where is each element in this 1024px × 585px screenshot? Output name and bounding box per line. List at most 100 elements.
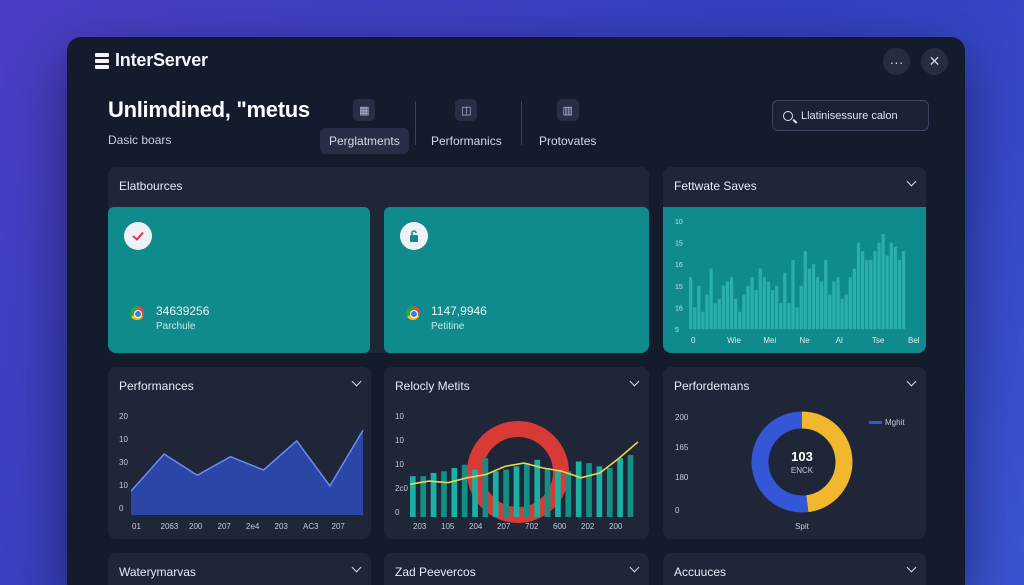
y-tick-label: 15 — [675, 284, 683, 291]
columns-icon: ▥ — [556, 99, 579, 121]
bar — [721, 285, 726, 329]
bar — [596, 466, 603, 517]
tab-perglatments[interactable]: ▦ Perglatments — [320, 99, 409, 154]
bar — [869, 259, 873, 329]
y-tick-label: 0 — [119, 504, 124, 513]
bar — [544, 468, 551, 517]
page-header: Unlimdined, "metus Dasic boars — [108, 97, 310, 147]
bar — [840, 298, 844, 329]
velocity-chart: 10 10 10 2c0 0 203 105 204 207 702 600 202 200 — [395, 412, 639, 531]
velocity-panel: Relocly Metits 10 10 10 2c0 0 203 105 204 207 702… — [384, 367, 649, 539]
x-tick-label: 200 — [189, 522, 203, 531]
performances-panel: Performances 20 10 30 10 0 01 2063 200 207 2e4 203… — [108, 367, 371, 539]
bar — [860, 251, 865, 329]
bar — [606, 468, 613, 517]
app-logo[interactable]: InterServer — [95, 50, 208, 71]
chevron-down-icon[interactable] — [907, 564, 916, 573]
x-tick-label: 2063 — [161, 522, 179, 531]
line-series — [130, 429, 364, 492]
x-tick-label: 207 — [332, 522, 346, 531]
app-name: InterServer — [115, 50, 208, 70]
resources-panel: Elatbources 34639256 Parchule 1147,9946 … — [108, 167, 649, 353]
y-tick-label: 0 — [675, 506, 680, 515]
bar — [697, 285, 701, 329]
feature-saves-chart: 10 15 16 15 16 5 0 Wie Mei Ne Al Tse Bel — [675, 219, 920, 345]
bar — [738, 311, 742, 329]
bar — [617, 458, 623, 517]
legend-swatch — [869, 421, 882, 424]
bar — [513, 466, 520, 517]
panel-title: Fettwate Saves — [674, 179, 757, 193]
browser-icon — [130, 306, 144, 320]
bar — [693, 307, 697, 329]
divider — [521, 101, 522, 145]
bar — [750, 277, 754, 329]
bar — [799, 285, 803, 329]
bar — [901, 251, 906, 329]
panel-title: Relocly Metits — [395, 379, 470, 393]
bar — [897, 259, 902, 329]
more-options-button[interactable]: ··· — [883, 48, 910, 75]
x-tick-label: 204 — [469, 522, 483, 531]
bar — [758, 268, 762, 329]
resource-card[interactable]: 34639256 Parchule — [108, 207, 370, 353]
page-title: Unlimdined, "metus — [108, 97, 310, 122]
lock-icon — [400, 222, 428, 250]
bar — [873, 251, 877, 329]
bar — [746, 285, 750, 329]
y-tick-label: 10 — [395, 460, 404, 469]
bar — [865, 259, 869, 329]
x-tick-label: 207 — [218, 522, 232, 531]
bar — [729, 277, 734, 329]
bar — [575, 461, 582, 517]
bar — [820, 281, 824, 329]
bar — [534, 459, 541, 517]
bar — [807, 268, 812, 329]
bar — [701, 311, 705, 329]
x-tick-label: 0 — [691, 336, 696, 345]
donut-subtitle: ENCK — [791, 466, 814, 475]
bar — [565, 471, 572, 517]
y-tick-label: 200 — [675, 413, 689, 422]
chevron-down-icon[interactable] — [907, 178, 916, 187]
title-bar: InterServer ··· ✕ — [67, 37, 965, 85]
chevron-down-icon[interactable] — [352, 564, 361, 573]
divider — [415, 101, 416, 145]
search-field[interactable]: Llatinisessure calon — [772, 100, 929, 131]
resource-card[interactable]: 1147,9946 Petitine — [384, 207, 649, 353]
feature-saves-chart-area: 10 15 16 15 16 5 0 Wie Mei Ne Al Tse Bel — [663, 207, 926, 353]
tab-performanics[interactable]: ◫ Performanics — [431, 99, 502, 148]
performances-chart: 20 10 30 10 0 01 2063 200 207 2e4 203 AC3 207 — [119, 412, 364, 531]
bar — [492, 471, 499, 517]
y-tick-label: 16 — [675, 305, 683, 312]
bar — [889, 242, 893, 329]
legend-label: Mghit — [885, 418, 905, 427]
bar — [430, 472, 437, 517]
x-tick-label: 203 — [413, 522, 427, 531]
y-tick-label: 10 — [675, 219, 683, 226]
bar — [472, 469, 478, 517]
more-icon: ··· — [889, 53, 904, 70]
bar — [410, 476, 416, 517]
y-tick-label: 180 — [675, 473, 689, 482]
x-tick-label: Ne — [800, 336, 811, 345]
x-tick-label: 2e4 — [246, 522, 260, 531]
tab-protovates[interactable]: ▥ Protovates — [539, 99, 596, 148]
app-window: InterServer ··· ✕ Unlimdined, "metus Das… — [67, 37, 965, 585]
pie-slice — [801, 411, 853, 513]
bar — [420, 476, 427, 517]
bar — [524, 463, 530, 517]
data-icon: ◫ — [455, 99, 478, 121]
panel-title: Zad Peevercos — [395, 565, 476, 579]
y-tick-label: 0 — [395, 508, 400, 517]
close-button[interactable]: ✕ — [921, 48, 948, 75]
tab-label: Protovates — [539, 134, 597, 148]
bar — [713, 303, 717, 329]
bar — [877, 242, 881, 329]
bar — [705, 294, 709, 329]
bar — [762, 277, 766, 329]
bar — [709, 268, 713, 329]
chevron-down-icon[interactable] — [630, 564, 639, 573]
x-tick-label: Wie — [727, 336, 741, 345]
browser-icon — [406, 306, 420, 320]
